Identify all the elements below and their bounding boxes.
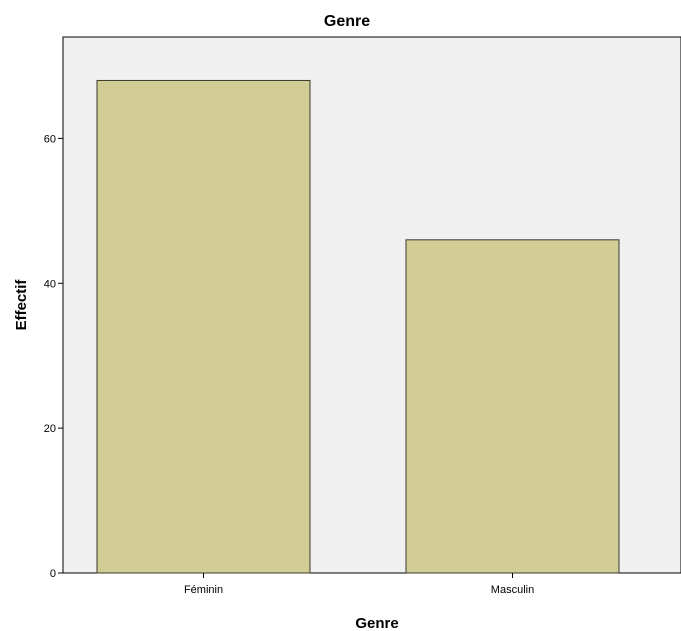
- bar-1: [405, 239, 620, 574]
- x-tick-label-1: Masculin: [491, 584, 534, 596]
- y-tick-label-3: 60: [44, 133, 56, 145]
- y-axis: 0 20 40 60: [44, 133, 63, 580]
- y-axis-label: Effectif: [13, 279, 30, 331]
- y-tick-label-0: 0: [50, 568, 56, 580]
- y-tick-label-2: 40: [44, 278, 56, 290]
- y-tick-label-1: 20: [44, 423, 56, 435]
- x-axis: Féminin Masculin: [184, 573, 534, 596]
- x-axis-label: Genre: [355, 615, 398, 631]
- x-tick-label-0: Féminin: [184, 584, 223, 596]
- bar-0: [96, 79, 311, 574]
- chart-title: Genre: [324, 13, 370, 30]
